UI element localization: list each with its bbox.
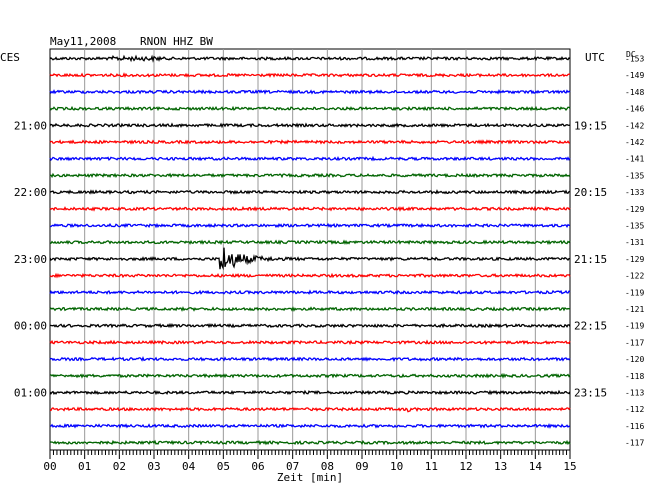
seismic-trace [49,372,571,379]
x-tick-label: 02 [113,460,126,473]
right-timezone-label: UTC [585,51,605,64]
seismic-trace [49,356,571,362]
x-tick-label: 07 [286,460,299,473]
right-time-label: 23:15 [574,387,607,400]
dc-offset-value: -149 [625,71,644,80]
seismic-trace [49,289,571,296]
seismic-trace [49,155,571,162]
dc-offset-value: -118 [625,372,644,381]
seismic-trace [49,422,571,429]
seismic-trace [49,105,571,112]
seismic-traces [49,54,571,446]
dc-offset-value: -142 [625,121,644,130]
x-axis-label: Zeit [min] [277,471,343,484]
dc-offset-value: -112 [625,405,644,414]
left-time-label: 01:00 [14,387,47,400]
seismic-trace [49,322,571,329]
seismic-trace [49,172,571,179]
dc-offset-value: -129 [625,205,644,214]
dc-offset-value: -146 [625,105,644,114]
right-time-label: 20:15 [574,186,607,199]
seismic-trace [50,222,570,229]
x-tick-label: 06 [251,460,264,473]
dc-offset-value: -129 [625,255,644,264]
grid-lines [49,48,571,451]
chart-title-station: RNON HHZ BW [140,35,213,48]
x-tick-label: 12 [459,460,472,473]
x-tick-label: 13 [494,460,507,473]
left-timezone-label: CES [0,51,20,64]
dc-offset-value: -120 [625,355,644,364]
seismic-trace [49,406,571,413]
x-tick-label: 08 [321,460,334,473]
right-time-label: 19:15 [574,119,607,132]
seismic-trace [49,54,571,63]
x-tick-label: 11 [425,460,438,473]
seismic-trace [49,389,571,396]
left-time-label: 23:00 [14,253,47,266]
seismic-trace [49,272,571,279]
dc-offset-value: -116 [625,422,644,431]
dc-offset-value: -133 [625,188,644,197]
seismic-trace [49,205,571,212]
dc-offset-value: -135 [625,222,644,231]
seismic-trace [49,88,571,95]
seismic-trace [49,139,571,145]
dc-offset-value: -141 [625,155,644,164]
dc-offset-value: -142 [625,138,644,147]
left-time-label: 00:00 [14,320,47,333]
chart-title-date: May11,2008 [50,35,116,48]
x-axis: 00 01 02 03 04 05 06 07 08 09 10 11 12 13 14 15 [43,450,577,473]
dc-offset-value: -131 [625,238,644,247]
dc-offset-value: -119 [625,322,644,331]
x-tick-label: 15 [563,460,576,473]
dc-offset-value: -113 [625,389,644,398]
right-time-label: 21:15 [574,253,607,266]
seismic-trace [49,72,571,79]
seismic-trace [49,122,571,129]
dc-offset-header: DC [626,50,636,59]
seismic-trace [49,439,571,446]
x-tick-label: 03 [147,460,160,473]
dc-offset-value: -135 [625,171,644,180]
trace-labels: -153 -149 -148 -146 -142 -142 -141 -135 -133 -129… [14,55,645,448]
x-tick-label: 00 [43,460,56,473]
x-tick-label: 05 [217,460,230,473]
right-time-label: 22:15 [574,320,607,333]
x-tick-label: 04 [182,460,196,473]
x-tick-label: 09 [355,460,368,473]
dc-offset-value: -153 [625,55,644,64]
dc-offset-value: -122 [625,272,644,281]
seismic-trace [49,306,571,312]
x-tick-label: 01 [78,460,91,473]
x-tick-label: 14 [529,460,543,473]
seismic-trace [49,239,571,246]
dc-offset-value: -117 [625,338,644,347]
seismic-trace [49,247,571,271]
dc-offset-value: -119 [625,288,644,297]
left-time-label: 21:00 [14,119,47,132]
seismic-trace [49,189,571,195]
left-time-label: 22:00 [14,186,47,199]
seismic-trace [49,339,571,346]
x-tick-label: 10 [390,460,403,473]
dc-offset-value: -117 [625,439,644,448]
dc-offset-value: -148 [625,88,644,97]
dc-offset-value: -121 [625,305,644,314]
